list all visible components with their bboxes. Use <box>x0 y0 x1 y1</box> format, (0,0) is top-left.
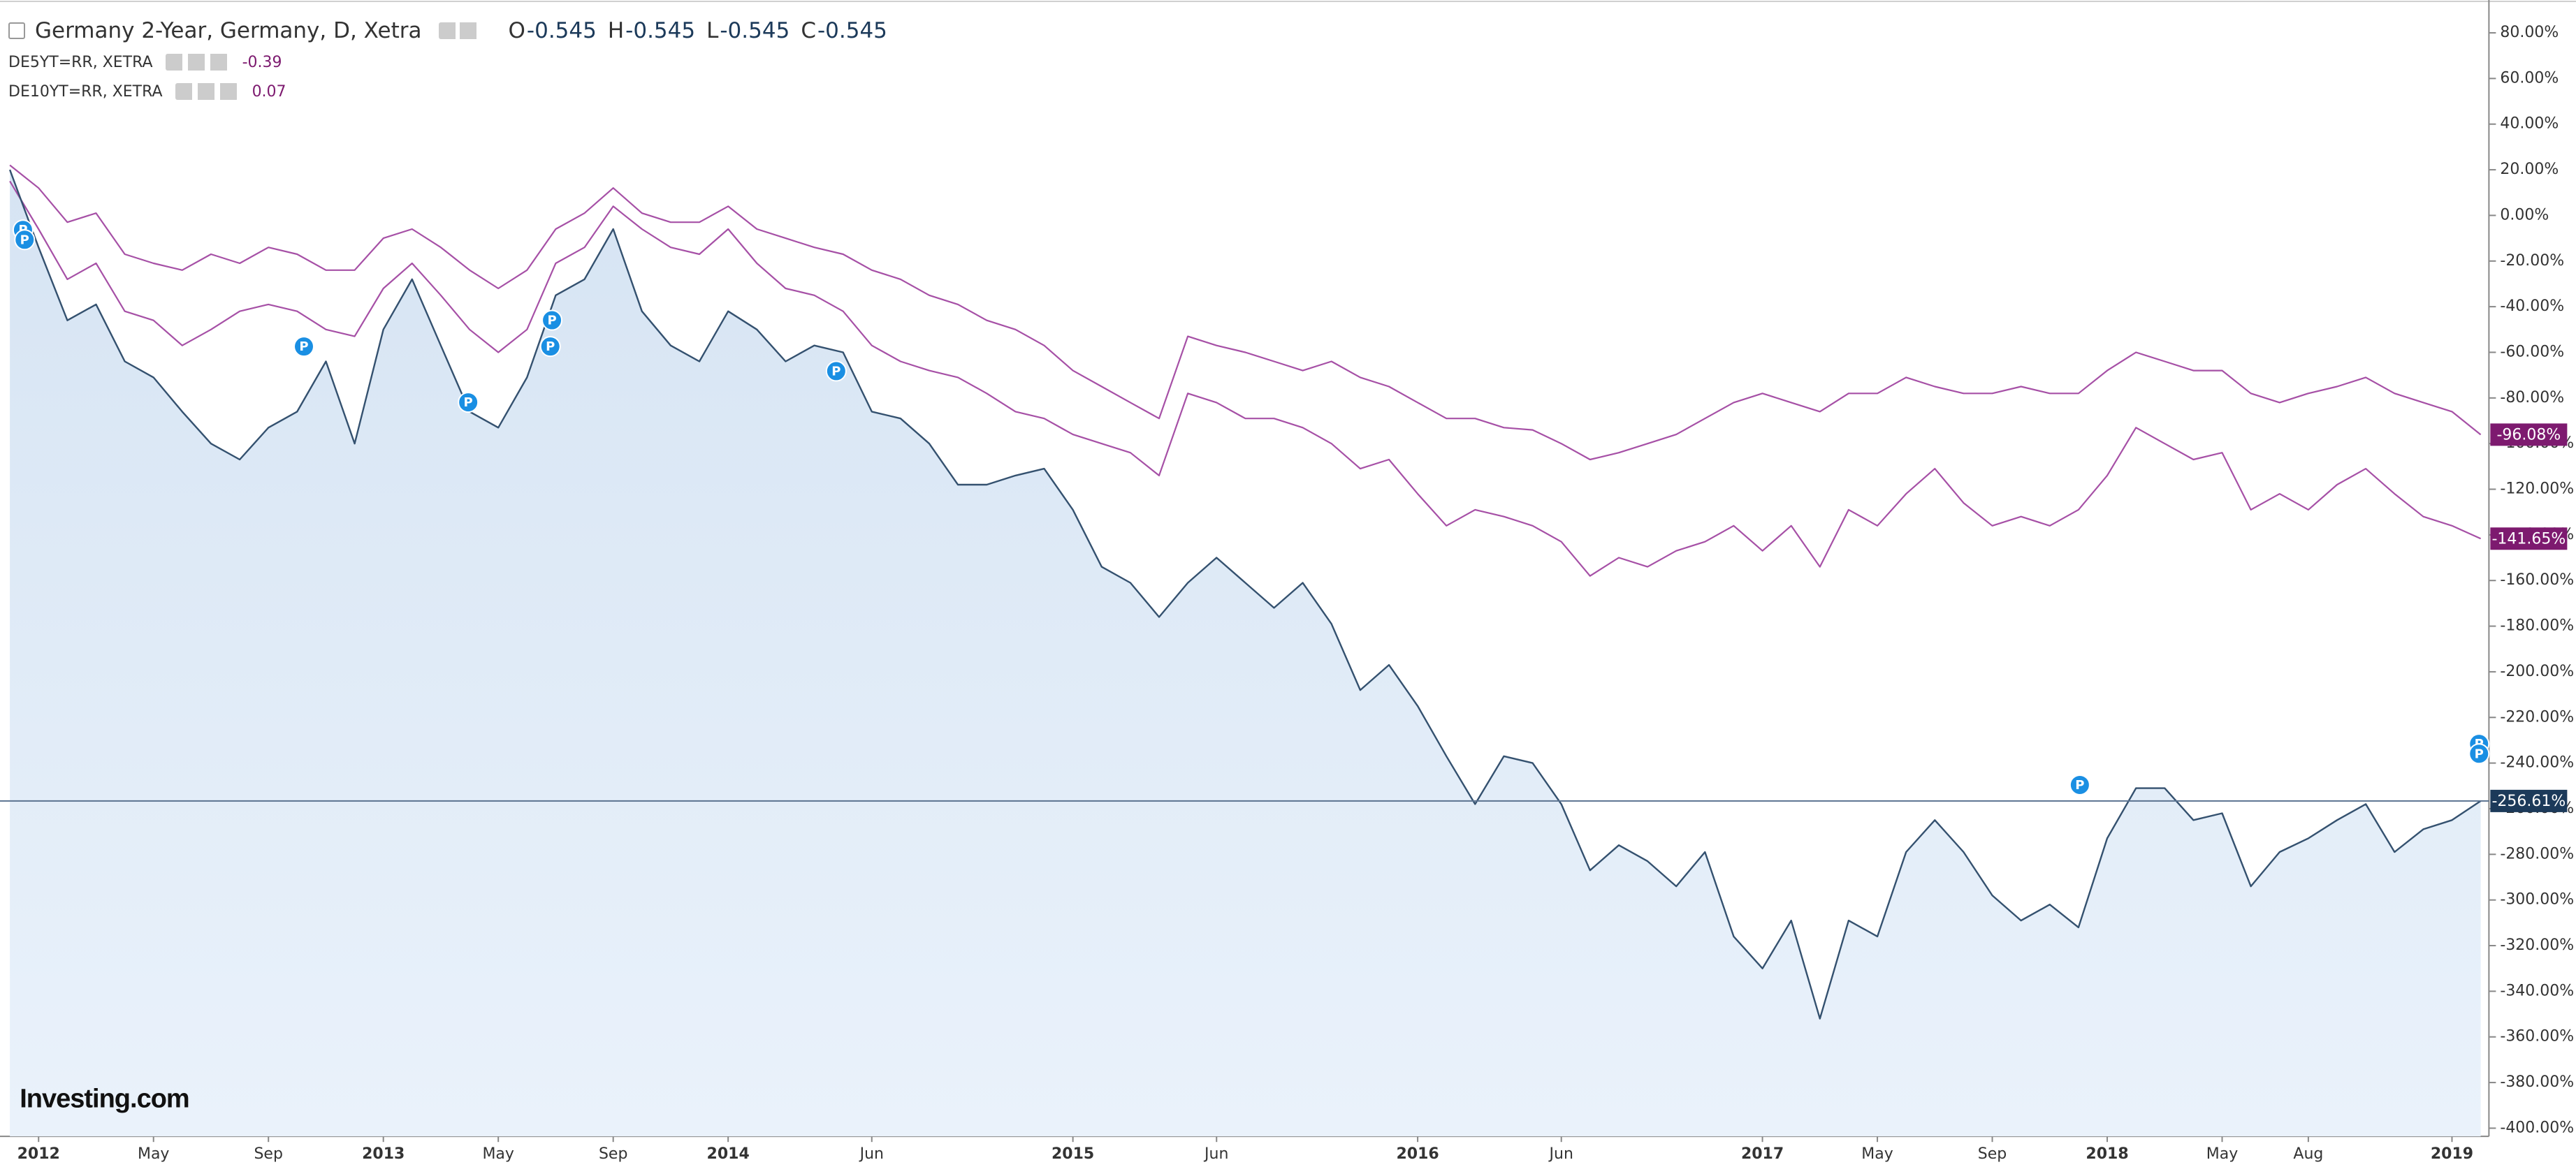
y-tick-label: -360.00% <box>2500 1028 2574 1045</box>
legend: Germany 2-Year, Germany, D, Xetra O -0.545… <box>8 14 887 106</box>
legend-row: DE10YT=RR, XETRA 0.07 <box>8 77 887 106</box>
x-tick-label: Sep <box>599 1145 627 1163</box>
area-fill <box>10 170 2481 1137</box>
series-line <box>9 164 2482 461</box>
legend-row: Germany 2-Year, Germany, D, Xetra O -0.545… <box>8 14 887 47</box>
x-tick-label: 2014 <box>707 1145 750 1163</box>
legend-name: DE10YT=RR, XETRA <box>8 82 163 101</box>
ohlc-value: -0.545 <box>720 18 790 43</box>
x-tick-label: 2012 <box>17 1145 60 1163</box>
x-tick-label: Aug <box>2293 1145 2323 1163</box>
event-marker-label: P <box>831 364 841 379</box>
legend-name: DE5YT=RR, XETRA <box>8 53 153 71</box>
ohlc-value: -0.545 <box>817 18 887 43</box>
x-tick-label: 2013 <box>362 1145 405 1163</box>
event-marker <box>539 336 561 358</box>
event-marker-label: P <box>2075 778 2084 793</box>
y-tick-label: -380.00% <box>2500 1073 2574 1091</box>
x-tick-label: May <box>1861 1145 1893 1163</box>
x-tick-label: 2015 <box>1051 1145 1094 1163</box>
x-tick-label: 2019 <box>2431 1145 2473 1163</box>
x-tick-label: 2016 <box>1396 1145 1439 1163</box>
y-tick-label: -340.00% <box>2500 982 2574 999</box>
legend-icons <box>165 54 228 71</box>
y-tick-label: 80.00% <box>2500 24 2559 41</box>
y-tick-label: -280.00% <box>2500 845 2574 863</box>
y-tick-label: 0.00% <box>2500 206 2549 223</box>
logo: Investing.com <box>20 1084 189 1113</box>
legend-value: -0.39 <box>242 53 282 71</box>
event-marker-label: P <box>20 233 29 247</box>
x-tick-label: Jun <box>1548 1145 1573 1163</box>
y-tick-label: -320.00% <box>2500 937 2574 954</box>
last-value-label: -96.08% <box>2496 426 2561 443</box>
ohlc-key: H <box>607 18 625 43</box>
x-tick-label: May <box>482 1145 514 1163</box>
y-tick-label: -160.00% <box>2500 571 2574 589</box>
x-tick-label: Sep <box>1978 1145 2007 1163</box>
y-tick-label: -20.00% <box>2500 252 2564 270</box>
legend-name: Germany 2-Year, Germany, D, Xetra <box>35 18 422 43</box>
x-tick-label: May <box>2206 1145 2238 1163</box>
y-tick-label: -60.00% <box>2500 343 2564 360</box>
ohlc-value: -0.545 <box>625 18 696 43</box>
last-value-box <box>2490 527 2568 550</box>
legend-value: 0.07 <box>252 82 286 101</box>
series-line <box>8 169 2482 1020</box>
y-tick-label: -400.00% <box>2500 1119 2574 1136</box>
y-tick-label: -240.00% <box>2500 754 2574 772</box>
ohlc-key: L <box>706 18 719 43</box>
ohlc-value: -0.545 <box>526 18 597 43</box>
ohlc-key: O <box>508 18 525 43</box>
y-tick-label: -80.00% <box>2500 389 2564 406</box>
x-tick-label: Jun <box>859 1145 884 1163</box>
y-tick-label: -300.00% <box>2500 891 2574 909</box>
x-tick-label: May <box>138 1145 169 1163</box>
last-value-label: -256.61% <box>2491 793 2566 810</box>
event-marker-label: P <box>2475 747 2484 761</box>
event-marker <box>825 360 847 382</box>
x-tick-label: 2017 <box>1741 1145 1784 1163</box>
event-marker-label: P <box>546 339 555 354</box>
ohlc-key: C <box>801 18 816 43</box>
last-value-box <box>2490 423 2568 446</box>
event-marker <box>14 229 36 251</box>
y-tick-label: -220.00% <box>2500 708 2574 726</box>
event-marker-label: P <box>464 395 473 410</box>
x-tick-label: Sep <box>254 1145 282 1163</box>
event-marker <box>2468 743 2490 765</box>
last-value-label: -141.65% <box>2491 530 2566 548</box>
last-value-box <box>2490 789 2568 812</box>
event-marker-label: P <box>547 314 556 328</box>
y-tick-label: 60.00% <box>2500 69 2559 87</box>
y-tick-label: -120.00% <box>2500 480 2574 498</box>
y-tick-label: 40.00% <box>2500 115 2559 133</box>
series-line <box>9 180 2482 577</box>
legend-icons <box>175 83 238 100</box>
event-marker <box>2069 774 2090 795</box>
collapse-icon <box>8 22 25 39</box>
x-tick-label: Jun <box>1203 1145 1228 1163</box>
event-marker <box>541 309 563 331</box>
y-tick-label: 20.00% <box>2500 161 2559 178</box>
y-tick-label: -180.00% <box>2500 617 2574 635</box>
event-marker <box>458 392 479 413</box>
legend-row: DE5YT=RR, XETRA -0.39 <box>8 47 887 77</box>
event-marker <box>293 336 315 358</box>
event-marker-label: P <box>299 339 308 354</box>
x-tick-label: 2018 <box>2086 1145 2128 1163</box>
y-tick-label: -40.00% <box>2500 298 2564 315</box>
y-tick-label: -200.00% <box>2500 663 2574 680</box>
legend-icons <box>438 22 481 39</box>
